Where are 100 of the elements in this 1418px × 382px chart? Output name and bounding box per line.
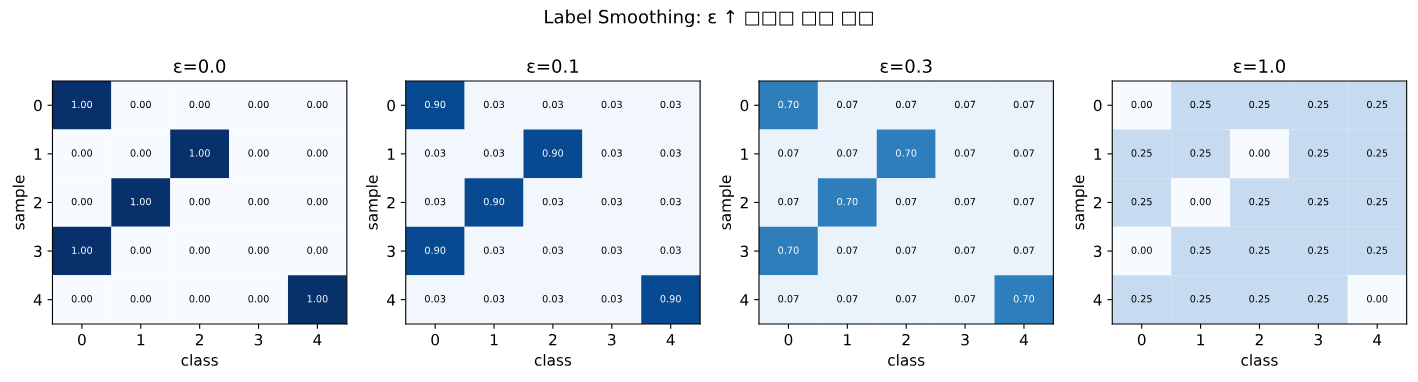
- data-label: 1.00: [72, 246, 93, 254]
- data-label: 0.07: [954, 295, 976, 303]
- data-label: 0.03: [483, 149, 505, 157]
- data-label: 0.03: [542, 246, 563, 254]
- data-label: 0.07: [837, 149, 858, 157]
- data-label: 0.00: [248, 100, 269, 109]
- data-label: 0.07: [896, 100, 917, 109]
- data-label: 0.07: [954, 197, 976, 206]
- x-tick-label: 1: [137, 334, 145, 346]
- data-label: 0.07: [954, 149, 976, 157]
- data-label: 0.07: [1013, 197, 1034, 206]
- data-label: 0.03: [542, 100, 563, 109]
- data-label: 0.00: [71, 197, 93, 206]
- data-label: 0.00: [307, 149, 328, 157]
- data-label: 0.03: [660, 246, 681, 254]
- data-label: 0.90: [424, 100, 446, 109]
- data-label: 0.07: [896, 246, 917, 254]
- data-label: 0.03: [483, 246, 505, 254]
- data-label: 0.03: [424, 197, 446, 206]
- data-label: 0.03: [483, 100, 505, 109]
- data-label: 0.07: [837, 295, 858, 303]
- data-label: 1.00: [189, 149, 210, 157]
- chart-title: ε=0.1: [527, 59, 579, 73]
- y-tick-label: 2: [1093, 196, 1102, 209]
- data-label: 0.03: [424, 149, 446, 157]
- data-label: 0.00: [189, 197, 210, 206]
- y-tick-label: 0: [1093, 99, 1102, 112]
- y-tick-label: 0: [387, 99, 395, 112]
- data-label: 0.00: [1249, 149, 1270, 157]
- data-label: 0.07: [954, 100, 976, 109]
- data-label: 0.03: [660, 197, 681, 206]
- y-tick-label: 1: [387, 148, 395, 160]
- x-tick-label: 3: [254, 333, 263, 346]
- data-label: 0.25: [1190, 100, 1211, 109]
- x-tick-label: 2: [549, 333, 557, 346]
- data-label: 0.07: [896, 295, 917, 303]
- data-label: 0.07: [778, 149, 799, 157]
- x-tick-label: 0: [431, 333, 440, 346]
- data-label: 0.07: [1013, 246, 1034, 254]
- data-label: 0.03: [542, 197, 563, 206]
- x-tick-label: 2: [195, 333, 203, 346]
- data-label: 0.00: [307, 246, 328, 254]
- data-label: 0.25: [1249, 197, 1270, 206]
- data-label: 0.00: [248, 295, 269, 303]
- x-tick-label: 4: [666, 334, 675, 346]
- data-label: 0.00: [1131, 100, 1152, 109]
- data-label: 0.00: [71, 295, 93, 303]
- data-label: 0.03: [601, 149, 622, 157]
- x-tick-label: 3: [1314, 333, 1322, 346]
- chart-title: ε=1.0: [1233, 59, 1286, 73]
- data-label: 0.03: [601, 100, 622, 109]
- x-tick-label: 0: [784, 333, 793, 346]
- data-label: 0.00: [1131, 246, 1152, 254]
- data-label: 0.07: [778, 197, 799, 206]
- y-tick-label: 2: [387, 196, 395, 209]
- x-tick-label: 4: [313, 334, 322, 346]
- data-label: 0.00: [189, 100, 210, 109]
- data-label: 0.25: [1308, 149, 1329, 157]
- data-label: 0.90: [660, 295, 681, 303]
- x-tick-label: 3: [608, 333, 616, 346]
- y-axis-title: sample: [1072, 175, 1088, 230]
- y-tick-label: 4: [1093, 294, 1102, 306]
- data-label: 0.70: [837, 197, 858, 206]
- data-label: 0.03: [660, 149, 681, 157]
- data-label: 0.25: [1367, 149, 1388, 157]
- data-label: 0.25: [1367, 246, 1388, 254]
- y-tick-label: 3: [1093, 245, 1102, 258]
- y-tick-label: 4: [740, 294, 749, 306]
- data-label: 0.25: [1131, 295, 1152, 303]
- data-label: 0.25: [1190, 246, 1211, 254]
- y-tick-label: 3: [34, 245, 42, 258]
- data-label: 0.70: [1013, 295, 1035, 303]
- y-tick-label: 1: [741, 148, 748, 160]
- x-axis-title: class: [534, 354, 572, 366]
- data-label: 0.00: [248, 197, 269, 206]
- data-label: 0.25: [1249, 246, 1270, 254]
- x-tick-label: 2: [902, 333, 910, 346]
- data-label: 0.70: [778, 100, 799, 109]
- data-label: 0.03: [424, 295, 446, 303]
- y-tick-label: 4: [387, 294, 396, 306]
- data-label: 0.00: [130, 246, 151, 254]
- y-tick-label: 1: [34, 148, 42, 160]
- y-tick-label: 3: [387, 245, 395, 258]
- x-tick-label: 3: [961, 333, 969, 346]
- data-label: 0.03: [601, 197, 622, 206]
- data-label: 0.00: [189, 295, 210, 303]
- data-label: 0.07: [1013, 149, 1034, 157]
- data-label: 0.25: [1131, 197, 1152, 206]
- y-axis-title: sample: [12, 175, 28, 230]
- x-tick-label: 4: [1373, 334, 1382, 346]
- data-label: 0.00: [248, 246, 269, 254]
- data-label: 0.70: [778, 246, 799, 254]
- chart-title: ε=0.3: [880, 59, 932, 73]
- data-label: 0.03: [483, 295, 505, 303]
- data-label: 0.00: [307, 197, 328, 206]
- x-axis-title: class: [1241, 354, 1278, 366]
- data-label: 0.25: [1190, 149, 1211, 157]
- data-label: 0.03: [660, 100, 681, 109]
- data-label: 0.25: [1367, 197, 1388, 206]
- data-label: 0.25: [1308, 295, 1329, 303]
